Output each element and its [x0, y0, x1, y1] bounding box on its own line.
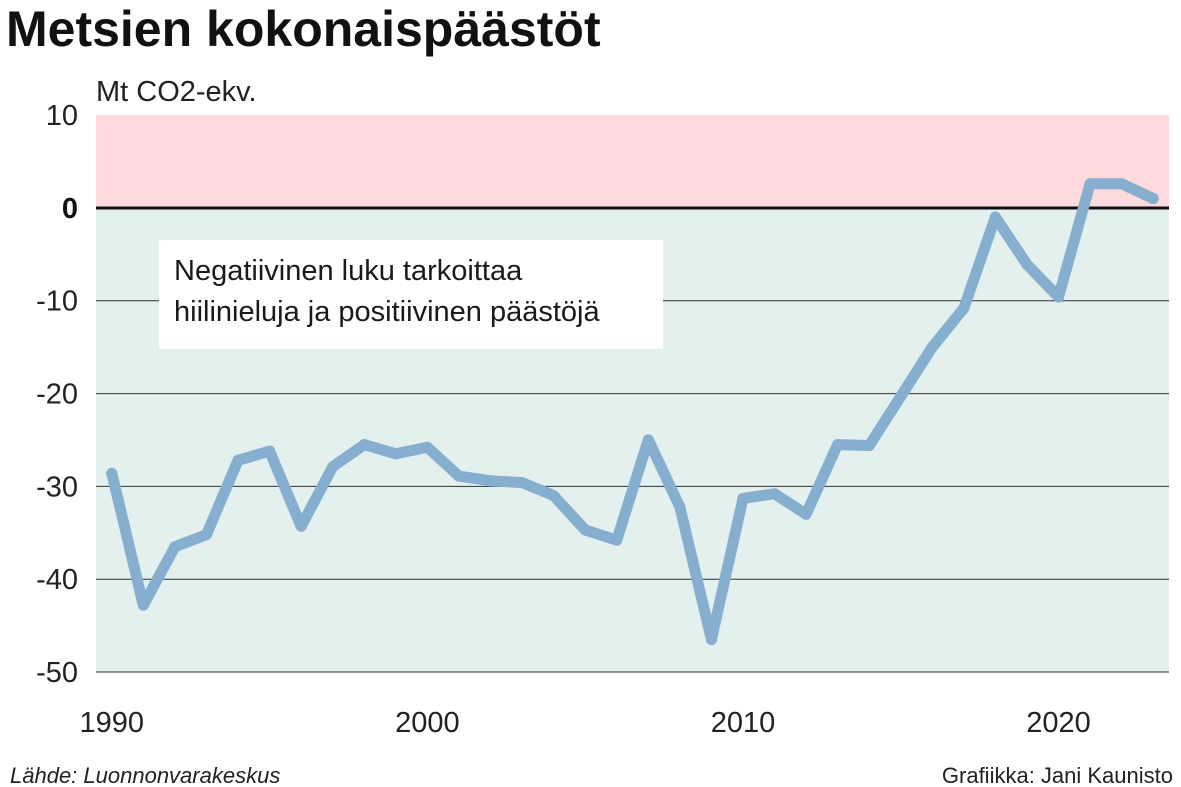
y-tick-labels: 10 0 -10 -20 -30 -40 -50 [36, 100, 78, 689]
source-text: Lähde: Luonnonvarakeskus [10, 763, 280, 787]
data-point-1999 [390, 448, 402, 460]
data-point-2004 [548, 490, 560, 502]
data-point-2007 [642, 434, 654, 446]
data-point-2019 [1021, 258, 1033, 270]
y-tick-label: -50 [36, 657, 78, 689]
data-point-1992 [169, 541, 181, 553]
data-point-2002 [484, 475, 496, 487]
data-point-2009 [705, 634, 717, 646]
data-point-2014 [863, 439, 875, 451]
x-tick-label: 2000 [395, 707, 460, 739]
annotation-line-2: hiilinieluja ja positiivinen päästöjä [174, 296, 600, 328]
data-point-2001 [453, 470, 465, 482]
data-point-2003 [516, 477, 528, 489]
y-tick-label: -40 [36, 564, 78, 596]
data-point-1995 [264, 445, 276, 457]
emissions-series-line [106, 178, 1159, 645]
data-point-2017 [958, 302, 970, 314]
data-point-2011 [769, 488, 781, 500]
chart-title: Metsien kokonaispäästöt [6, 1, 601, 57]
data-point-2015 [895, 390, 907, 402]
data-point-1997 [327, 461, 339, 473]
annotation-line-1: Negatiivinen luku tarkoittaa [174, 255, 523, 287]
data-point-2005 [579, 524, 591, 536]
positive-emission-band [96, 115, 1169, 208]
data-point-2006 [611, 534, 623, 546]
data-points [106, 178, 1159, 646]
data-point-1993 [200, 529, 212, 541]
data-point-1991 [137, 599, 149, 611]
data-point-2012 [800, 508, 812, 520]
y-axis-unit-label: Mt CO2-ekv. [96, 76, 257, 108]
data-point-2023 [1147, 193, 1159, 205]
data-point-1990 [106, 467, 118, 479]
data-point-2021 [1084, 178, 1096, 190]
y-tick-label: 10 [46, 100, 78, 132]
data-point-2022 [1116, 178, 1128, 190]
data-point-2013 [832, 439, 844, 451]
x-tick-labels: 1990 2000 2010 2020 [80, 707, 1091, 739]
data-point-2018 [989, 211, 1001, 223]
data-point-2000 [421, 441, 433, 453]
data-point-2008 [674, 501, 686, 513]
data-point-1994 [232, 454, 244, 466]
y-tick-label: -10 [36, 286, 78, 318]
data-point-2010 [737, 492, 749, 504]
y-tick-label: -30 [36, 471, 78, 503]
x-tick-label: 2020 [1026, 707, 1091, 739]
credit-text: Grafiikka: Jani Kaunisto [942, 763, 1173, 787]
data-point-2016 [926, 341, 938, 353]
data-point-1998 [358, 439, 370, 451]
data-point-1996 [295, 520, 307, 532]
x-tick-label: 2010 [711, 707, 776, 739]
y-tick-label: -20 [36, 379, 78, 411]
data-point-2020 [1053, 291, 1065, 303]
annotation-box [159, 240, 663, 349]
y-tick-label: 0 [62, 193, 78, 225]
x-tick-label: 1990 [80, 707, 145, 739]
